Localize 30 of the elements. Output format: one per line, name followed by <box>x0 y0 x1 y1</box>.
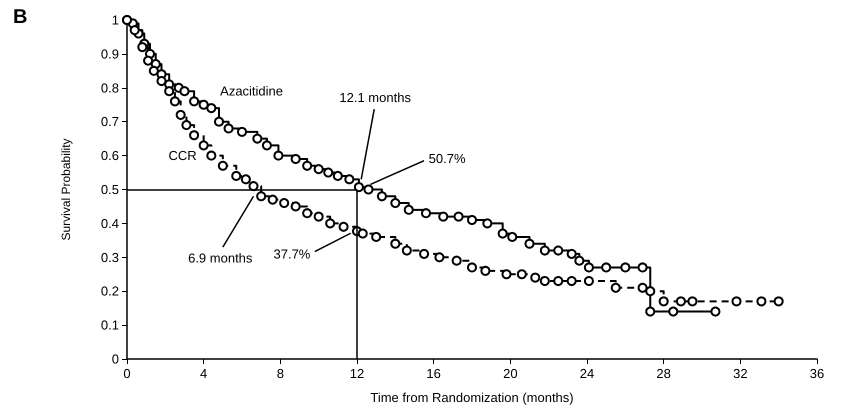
y-tick-label: 0.7 <box>100 114 119 130</box>
y-tick-label: 0.9 <box>100 46 119 62</box>
y-tick-label: 0.4 <box>100 216 119 231</box>
x-tick-label: 16 <box>426 366 441 381</box>
y-tick-label: 0.3 <box>100 250 119 265</box>
x-tick-label: 36 <box>810 366 824 381</box>
x-tick-label: 12 <box>350 366 364 381</box>
series-label: Azacitidine <box>220 84 284 99</box>
y-tick-label: 0.1 <box>100 318 119 333</box>
y-tick-label: 0 <box>112 352 119 366</box>
chart-title: B <box>13 6 28 28</box>
annotation: 50.7% <box>428 151 466 166</box>
x-tick-label: 32 <box>733 366 748 381</box>
y-axis-title: Survival Probability <box>59 138 73 241</box>
y-tick-label: 1 <box>112 12 119 28</box>
x-tick-label: 4 <box>200 366 208 381</box>
y-tick-label: 0.8 <box>100 80 119 96</box>
annotation: 12.1 months <box>339 90 412 106</box>
annotation: 6.9 months <box>188 250 253 266</box>
y-tick-label: 0.2 <box>100 284 119 299</box>
series-label: CCR <box>168 148 197 164</box>
x-axis-title: Time from Randomization (months) <box>370 390 574 405</box>
x-tick-label: 24 <box>580 366 594 381</box>
x-tick-label: 20 <box>503 366 518 381</box>
x-tick-label: 0 <box>123 366 131 381</box>
y-tick-label: 0.6 <box>100 148 119 164</box>
annotation: 37.7% <box>274 246 311 262</box>
x-tick-label: 8 <box>276 366 284 381</box>
x-tick-label: 28 <box>656 366 671 381</box>
y-tick-label: 0.5 <box>100 182 119 197</box>
